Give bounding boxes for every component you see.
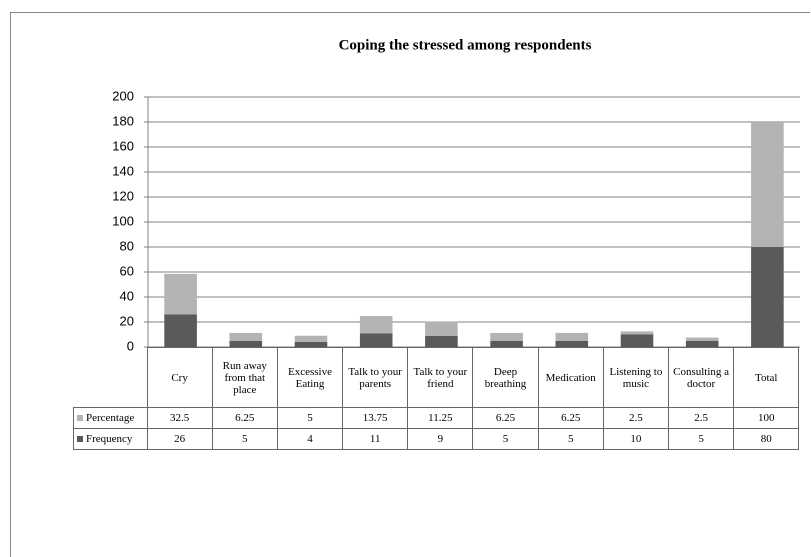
- bar-segment: [555, 340, 589, 347]
- bar-segment: [294, 335, 328, 342]
- bar-segment: [164, 314, 197, 347]
- bar-segment: [425, 335, 458, 347]
- value-cell: 9: [407, 428, 474, 450]
- y-tick-label: 100: [112, 213, 134, 228]
- legend-swatch: [77, 415, 83, 421]
- bar-segment: [751, 122, 784, 247]
- category-label: Cry: [146, 347, 213, 408]
- value-cell: 5: [276, 407, 344, 429]
- value-cell: 100: [733, 407, 800, 429]
- value-cell: 6.25: [472, 407, 539, 429]
- value-cell: 5: [667, 428, 735, 450]
- bar-segment: [620, 334, 654, 347]
- legend-entry: Percentage: [73, 407, 148, 429]
- bar-segment: [490, 340, 523, 347]
- y-tick-label: 40: [120, 288, 134, 303]
- y-tick-label: 60: [120, 263, 134, 278]
- value-cell: 5: [472, 428, 539, 450]
- value-cell: 2.5: [602, 407, 670, 429]
- y-tick-label: 20: [120, 313, 134, 328]
- table-corner: [73, 347, 148, 408]
- bar-segment: [359, 316, 393, 334]
- legend-swatch: [77, 436, 83, 442]
- value-cell: 11: [342, 428, 409, 450]
- bar-segment: [294, 342, 328, 347]
- bar-segment: [229, 332, 263, 341]
- value-cell: 6.25: [537, 407, 604, 429]
- bar-segment: [685, 337, 719, 341]
- value-cell: 4: [276, 428, 344, 450]
- value-cell: 6.25: [211, 407, 278, 429]
- value-cell: 2.5: [667, 407, 735, 429]
- chart-title: Coping the stressed among respondents: [339, 37, 592, 53]
- category-label: Consulting a doctor: [667, 347, 735, 408]
- data-table: Cry Run away from that place Excessive Eat…: [73, 347, 800, 450]
- category-label: Talk to your friend: [407, 347, 474, 408]
- legend-label: Frequency: [86, 433, 133, 445]
- value-cell: 32.5: [146, 407, 213, 429]
- value-cell: 13.75: [342, 407, 409, 429]
- bar-segment: [751, 247, 784, 347]
- bar-segment: [229, 340, 263, 347]
- legend-label: Percentage: [86, 412, 135, 424]
- category-label: Medication: [537, 347, 604, 408]
- bar-segment: [164, 273, 197, 315]
- value-cell: 5: [211, 428, 278, 450]
- value-cell: 26: [146, 428, 213, 450]
- bar-segment: [490, 332, 523, 341]
- y-tick-label: 160: [112, 138, 134, 153]
- y-tick-label: 140: [112, 163, 134, 178]
- chart-frame: [10, 12, 810, 557]
- bar-segment: [685, 340, 719, 347]
- y-tick-label: 200: [112, 88, 134, 103]
- category-label: Excessive Eating: [276, 347, 344, 408]
- category-label: Run away from that place: [211, 347, 278, 408]
- value-cell: 11.25: [407, 407, 474, 429]
- bar-segment: [620, 331, 654, 335]
- y-tick-label: 0: [127, 338, 134, 353]
- legend-entry: Frequency: [73, 428, 148, 450]
- category-label: Total: [733, 347, 800, 408]
- category-label: Listening to music: [602, 347, 670, 408]
- y-tick-label: 180: [112, 113, 134, 128]
- y-tick-label: 120: [112, 188, 134, 203]
- category-label: Talk to your parents: [342, 347, 409, 408]
- y-tick-label: 80: [120, 238, 134, 253]
- value-cell: 10: [602, 428, 670, 450]
- bar-segment: [555, 332, 589, 341]
- bar-segment: [359, 333, 393, 347]
- value-cell: 5: [537, 428, 604, 450]
- value-cell: 80: [733, 428, 800, 450]
- category-label: Deep breathing: [472, 347, 539, 408]
- bar-segment: [425, 321, 458, 336]
